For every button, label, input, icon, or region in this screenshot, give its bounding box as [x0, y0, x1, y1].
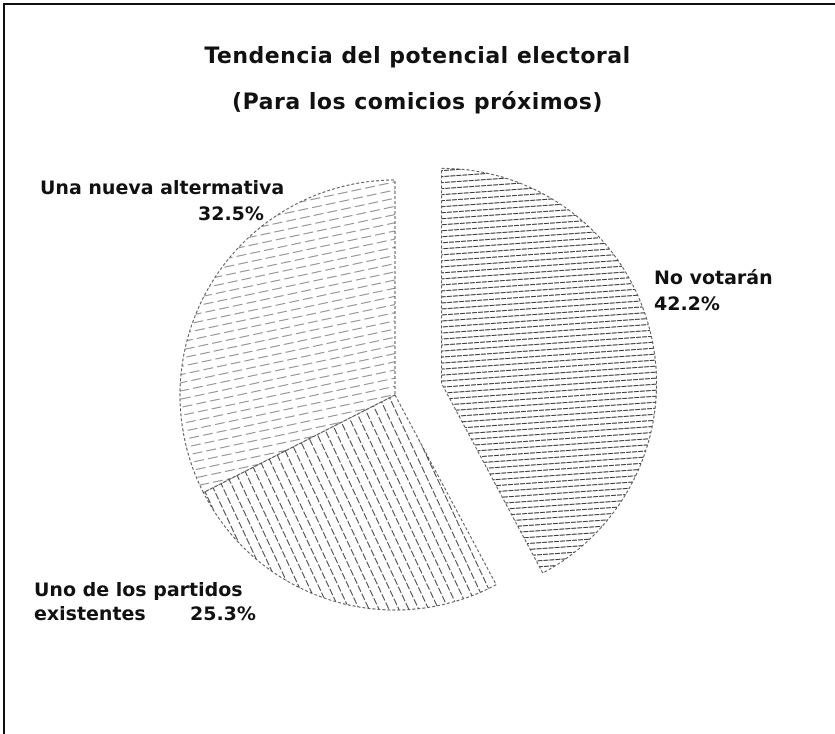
pie-slice	[179, 179, 396, 494]
value-label: 42.2%	[654, 293, 720, 315]
chart-title: Tendencia del potencial electoral	[204, 44, 631, 69]
slice-label: Una nueva altermativa	[40, 177, 285, 199]
value-label: 32.5%	[198, 203, 264, 225]
slice-label: No votarán	[654, 267, 773, 289]
frame	[3, 3, 835, 734]
pie-slice	[441, 167, 658, 574]
value-label: 25.3%	[190, 603, 256, 625]
chart-subtitle: (Para los comicios próximos)	[232, 90, 603, 115]
slice-label: Uno de los partidos existentes	[34, 579, 243, 625]
pie-slice	[202, 394, 497, 611]
